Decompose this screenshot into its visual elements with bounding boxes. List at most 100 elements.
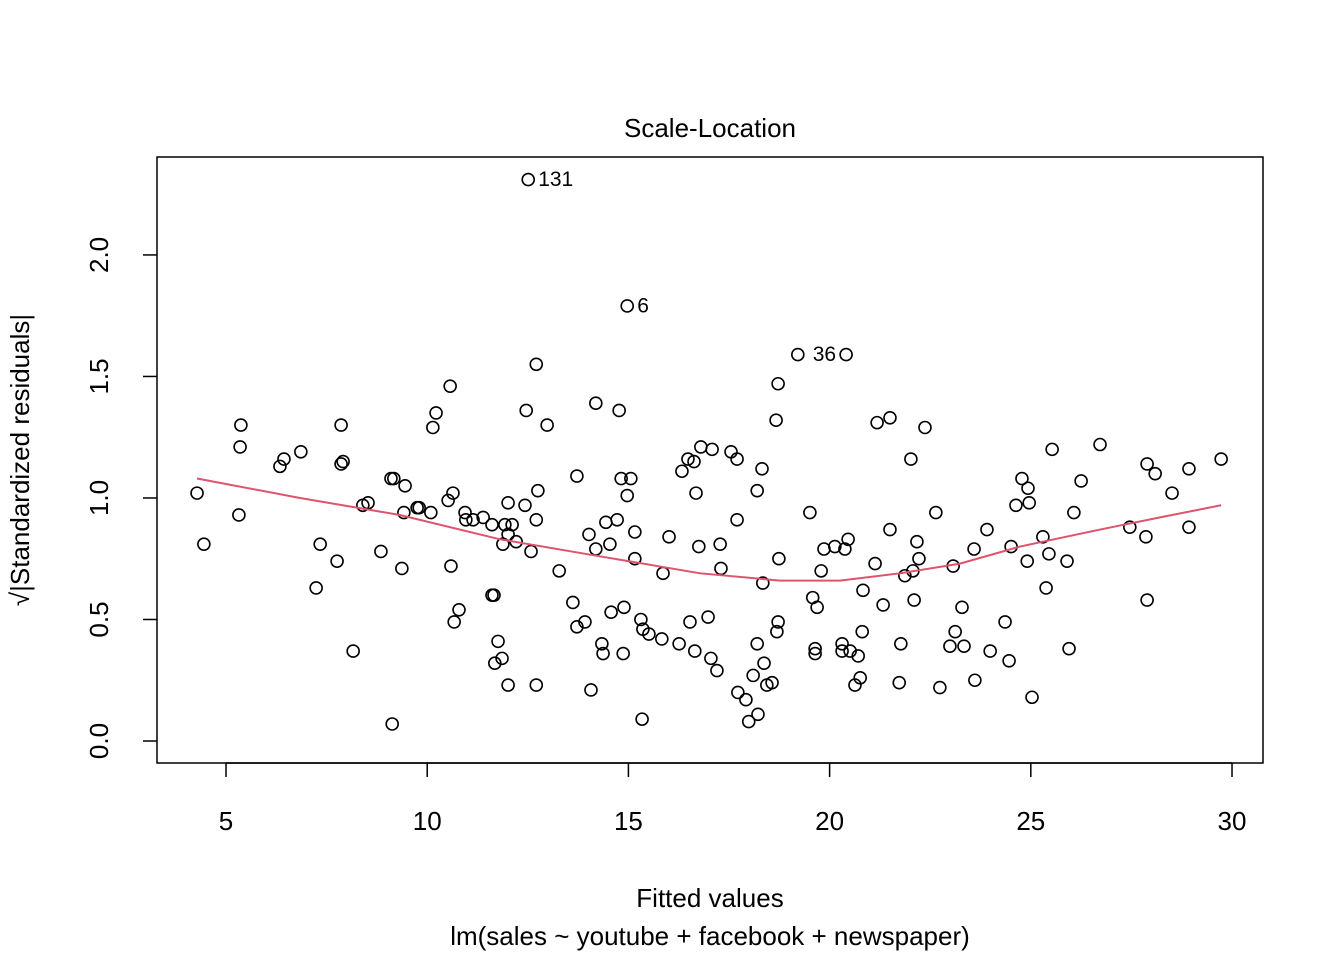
point [446,486,460,500]
point [851,649,865,663]
point [578,615,592,629]
point [910,534,924,549]
point [791,347,805,362]
point [1140,457,1154,471]
point [596,646,610,661]
point [687,454,701,469]
point [628,551,642,566]
point [855,624,870,639]
point [756,576,770,590]
point [519,403,534,418]
point [765,675,779,690]
point [835,644,849,658]
point [444,559,458,573]
y-tick-label: 0.0 [84,723,114,759]
point [771,376,785,391]
point [566,595,580,610]
point [334,457,348,471]
point [487,588,501,602]
point [610,513,624,527]
point [672,636,686,651]
chart-title: Scale-Location [624,113,796,143]
point [634,612,648,627]
point [476,510,490,525]
point [957,639,971,654]
point [1002,654,1016,668]
point [398,479,412,493]
point [346,644,360,658]
point [309,581,323,595]
point [1139,530,1153,544]
point [1020,554,1034,568]
point [277,452,291,466]
point [1042,547,1056,561]
point [466,513,480,527]
point [853,671,867,685]
point [1123,520,1137,534]
point [387,471,401,486]
point [868,556,882,571]
point [769,413,783,428]
y-tick-label: 0.5 [84,601,114,637]
point [883,410,897,425]
point [662,530,676,544]
point [628,525,642,539]
point [1060,554,1074,568]
point [1039,581,1053,595]
point [190,486,204,500]
point [552,564,567,578]
point [599,515,613,530]
point [429,406,443,420]
point [1009,498,1023,513]
subtitle: lm(sales ~ youtube + facebook + newspape… [450,921,970,951]
point [750,483,764,498]
point [904,452,918,466]
point [907,593,921,607]
x-tick-label: 30 [1218,806,1247,836]
point [531,483,545,498]
point [1093,437,1107,452]
point [412,500,426,515]
point [998,615,1012,629]
point [395,561,409,576]
point [336,454,350,469]
point [495,651,509,666]
point [755,462,769,476]
point [529,678,544,692]
point [689,486,703,500]
point [197,537,211,551]
point [1182,520,1196,534]
y-tick-label: 1.5 [84,358,114,394]
point [635,712,649,726]
point [1025,690,1039,705]
point [856,583,870,598]
point [397,505,411,520]
point [883,522,897,537]
plot-frame [156,156,1264,764]
y-tick-label: 2.0 [84,237,114,273]
point [1214,452,1228,466]
point [803,505,817,520]
point [505,517,519,532]
point [948,624,962,639]
point [870,415,884,430]
point [1148,466,1162,481]
point [730,452,744,466]
point [1182,462,1196,476]
point [750,636,764,651]
point [1165,486,1179,500]
point [501,496,515,510]
point [771,615,785,629]
point [814,564,828,578]
point-label: 131 [538,168,573,191]
point [943,639,957,654]
point [688,644,702,658]
point [452,602,466,617]
point [918,420,932,435]
point [1067,505,1081,520]
point [757,656,771,671]
point [929,505,943,520]
point [1015,471,1029,486]
point [294,444,308,459]
point [584,683,598,697]
